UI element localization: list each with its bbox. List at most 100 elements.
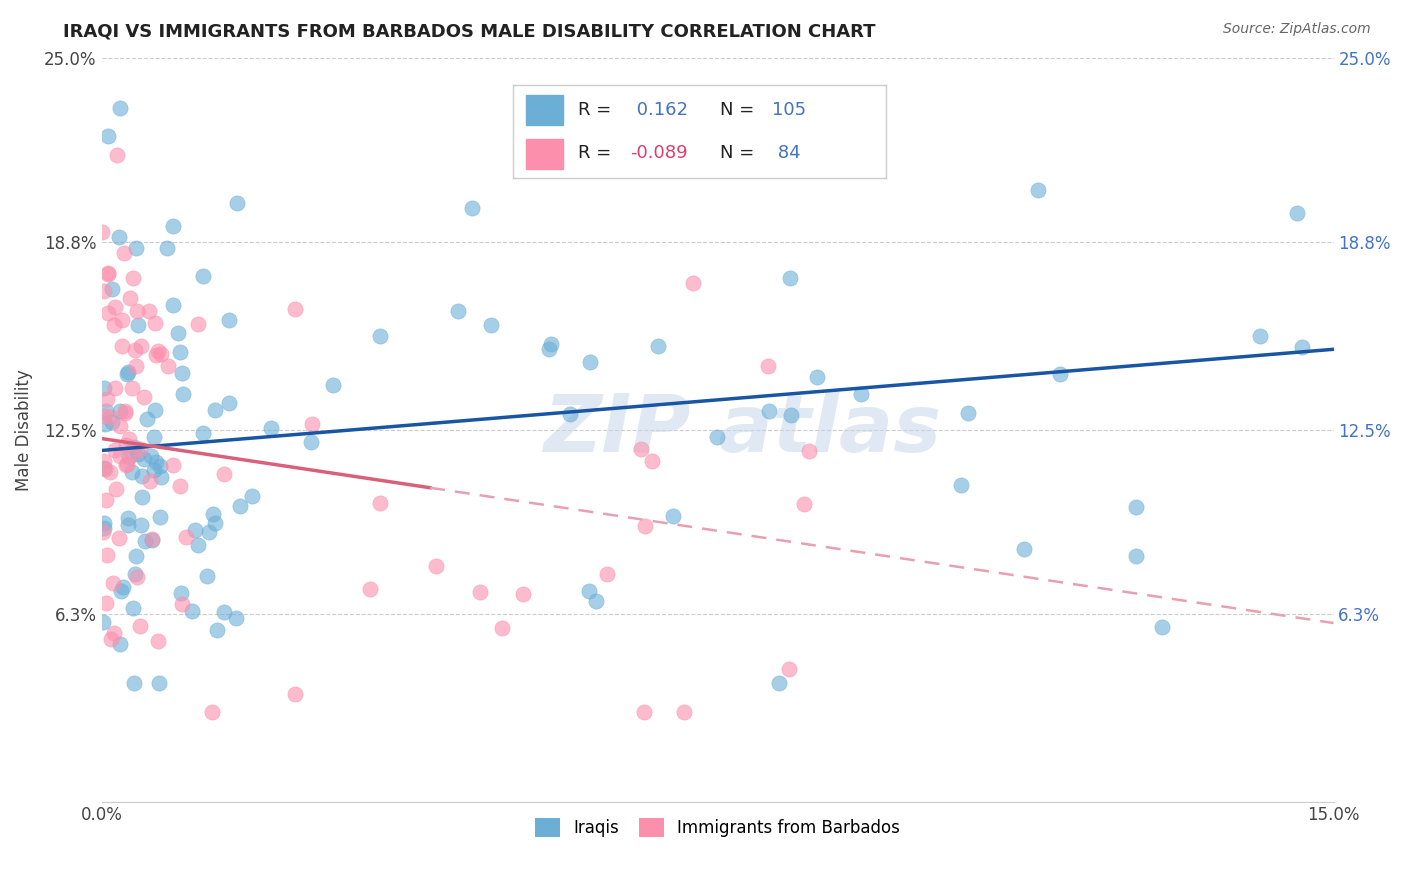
Point (512, 587, 534, 601)
Point (214, 605, 236, 619)
Point (647, 339, 669, 353)
Point (114, 403, 136, 417)
Point (1014, 541, 1036, 556)
Point (187, 538, 209, 552)
Point (630, 442, 652, 456)
Point (849, 387, 872, 401)
Point (1049, 367, 1071, 381)
Point (778, 663, 800, 677)
Point (204, 403, 226, 417)
Bar (526, 95, 564, 125)
Point (540, 336, 562, 351)
Point (93, 521, 115, 535)
Point (131, 338, 153, 352)
Point (115, 438, 138, 452)
Point (143, 316, 166, 330)
Point (150, 347, 173, 361)
Point (125, 569, 148, 583)
Point (93, 381, 115, 395)
Point (260, 421, 283, 435)
Point (98, 409, 121, 424)
Text: N =: N = (720, 144, 754, 161)
Point (110, 403, 132, 417)
Point (131, 490, 153, 504)
Point (138, 304, 160, 318)
Point (93, 284, 115, 298)
Point (98, 465, 121, 479)
Point (162, 298, 184, 312)
Point (1125, 500, 1147, 514)
Point (799, 444, 821, 458)
Point (202, 507, 225, 521)
Point (96, 392, 118, 406)
Point (143, 403, 166, 417)
Point (108, 102, 131, 116)
Point (299, 434, 322, 449)
Point (131, 468, 153, 483)
Point (93, 461, 115, 475)
Point (1125, 549, 1147, 563)
Point (806, 370, 828, 384)
Point (139, 450, 162, 464)
Point (141, 533, 163, 547)
Point (155, 241, 177, 255)
Text: IRAQI VS IMMIGRANTS FROM BARBADOS MALE DISABILITY CORRELATION CHART: IRAQI VS IMMIGRANTS FROM BARBADOS MALE D… (63, 22, 876, 40)
Point (90, 225, 112, 239)
Point (167, 326, 190, 340)
Point (125, 359, 148, 374)
Point (1026, 183, 1049, 197)
Point (122, 440, 145, 454)
Point (149, 510, 172, 524)
Point (108, 532, 131, 546)
Point (174, 530, 197, 544)
Point (1250, 329, 1272, 343)
Point (117, 518, 139, 533)
Point (105, 482, 128, 496)
Point (172, 386, 194, 401)
Point (1286, 206, 1309, 220)
Point (633, 706, 655, 720)
Point (218, 396, 240, 410)
Point (425, 559, 447, 574)
Point (100, 632, 122, 646)
Point (121, 447, 143, 461)
Point (94, 417, 117, 431)
Point (138, 474, 160, 488)
Point (125, 241, 148, 255)
Point (461, 202, 484, 216)
Point (673, 706, 696, 720)
Point (468, 585, 491, 599)
Point (780, 408, 803, 422)
Point (359, 582, 381, 597)
Point (1291, 340, 1313, 354)
Legend: Iraqis, Immigrants from Barbados: Iraqis, Immigrants from Barbados (527, 809, 908, 846)
Point (104, 300, 127, 314)
Point (114, 406, 136, 420)
Point (125, 304, 148, 318)
Point (118, 450, 141, 464)
Point (96, 549, 118, 563)
Point (103, 625, 125, 640)
Point (368, 496, 391, 510)
Point (132, 451, 155, 466)
Point (118, 291, 141, 305)
Point (122, 601, 145, 615)
Point (201, 706, 224, 720)
Point (284, 687, 307, 701)
Point (127, 447, 149, 461)
Point (579, 355, 602, 369)
Point (149, 469, 172, 483)
Point (148, 675, 170, 690)
Point (957, 407, 980, 421)
Point (97, 306, 120, 320)
Text: 0.162: 0.162 (630, 101, 688, 119)
Point (169, 344, 191, 359)
Point (149, 459, 172, 474)
Point (596, 567, 619, 582)
Point (129, 518, 152, 533)
Point (143, 463, 166, 477)
Point (191, 425, 214, 440)
Text: R =: R = (578, 144, 612, 161)
Point (93, 516, 115, 531)
Point (634, 519, 657, 533)
